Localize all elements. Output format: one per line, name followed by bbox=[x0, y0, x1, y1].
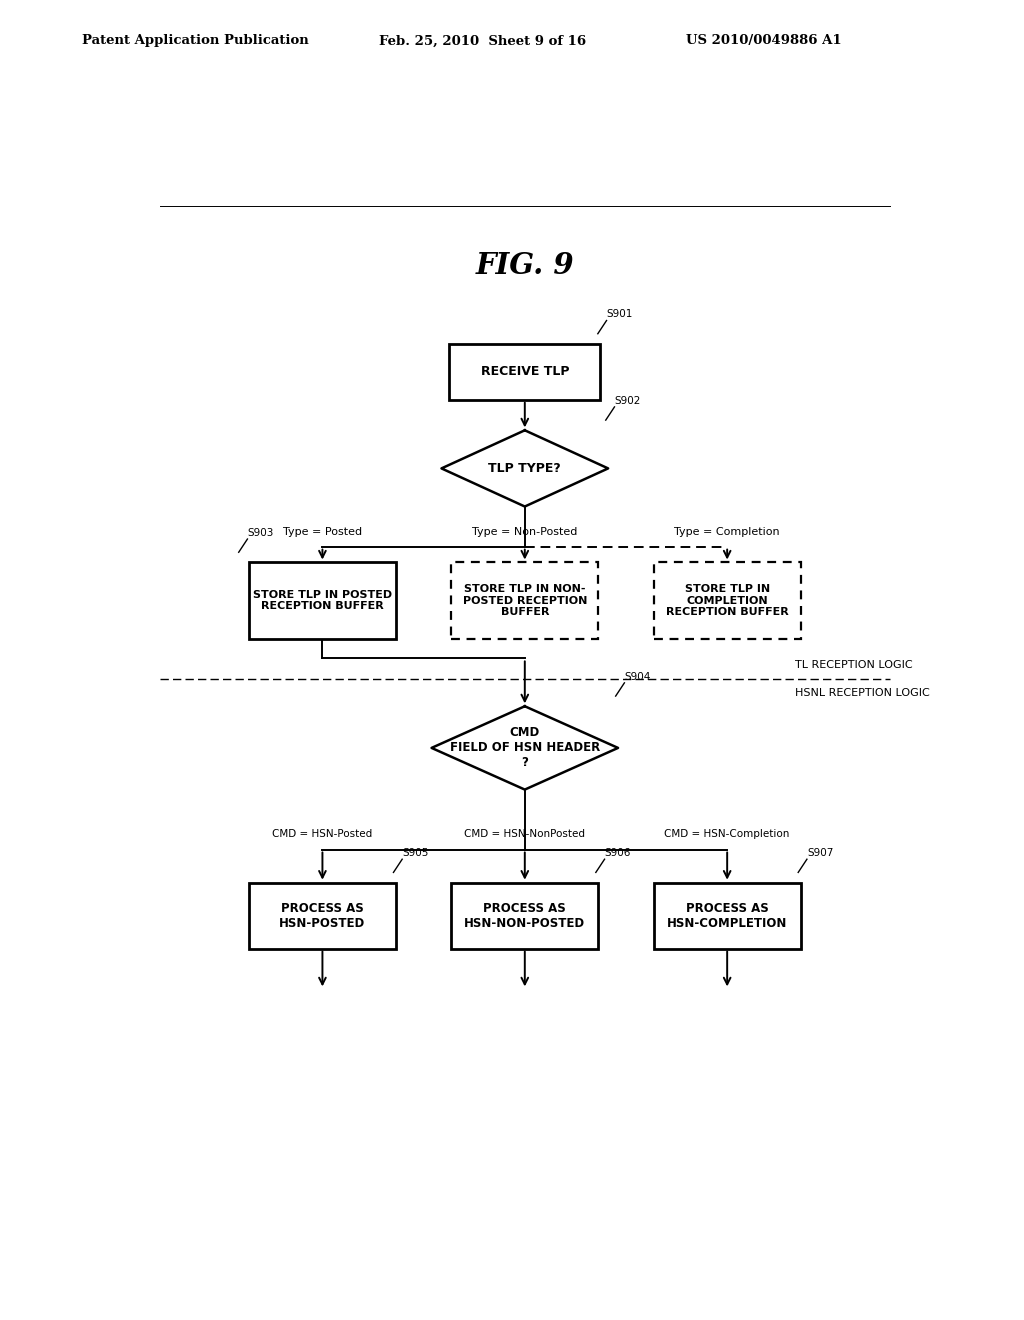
Text: RECEIVE TLP: RECEIVE TLP bbox=[480, 366, 569, 379]
Text: Feb. 25, 2010  Sheet 9 of 16: Feb. 25, 2010 Sheet 9 of 16 bbox=[379, 34, 586, 48]
Text: CMD
FIELD OF HSN HEADER
?: CMD FIELD OF HSN HEADER ? bbox=[450, 726, 600, 770]
Polygon shape bbox=[441, 430, 608, 507]
Text: Patent Application Publication: Patent Application Publication bbox=[82, 34, 308, 48]
Text: US 2010/0049886 A1: US 2010/0049886 A1 bbox=[686, 34, 842, 48]
Text: S901: S901 bbox=[606, 309, 633, 319]
Text: CMD = HSN-Posted: CMD = HSN-Posted bbox=[272, 829, 373, 840]
Text: STORE TLP IN NON-
POSTED RECEPTION
BUFFER: STORE TLP IN NON- POSTED RECEPTION BUFFE… bbox=[463, 583, 587, 618]
Text: S906: S906 bbox=[604, 849, 631, 858]
Text: Type = Completion: Type = Completion bbox=[675, 527, 780, 536]
Text: HSNL RECEPTION LOGIC: HSNL RECEPTION LOGIC bbox=[795, 688, 930, 698]
Text: STORE TLP IN
COMPLETION
RECEPTION BUFFER: STORE TLP IN COMPLETION RECEPTION BUFFER bbox=[666, 583, 788, 618]
Text: S907: S907 bbox=[807, 849, 834, 858]
Text: Type = Non-Posted: Type = Non-Posted bbox=[472, 527, 578, 536]
Bar bbox=[653, 883, 801, 949]
Text: PROCESS AS
HSN-NON-POSTED: PROCESS AS HSN-NON-POSTED bbox=[464, 902, 586, 929]
Text: Type = Posted: Type = Posted bbox=[283, 527, 362, 536]
Text: CMD = HSN-Completion: CMD = HSN-Completion bbox=[665, 829, 790, 840]
Bar bbox=[452, 883, 598, 949]
Text: STORE TLP IN POSTED
RECEPTION BUFFER: STORE TLP IN POSTED RECEPTION BUFFER bbox=[253, 590, 392, 611]
Bar bbox=[249, 883, 396, 949]
Bar bbox=[450, 345, 600, 400]
Text: CMD = HSN-NonPosted: CMD = HSN-NonPosted bbox=[464, 829, 586, 840]
Bar bbox=[452, 562, 598, 639]
Text: S902: S902 bbox=[614, 396, 641, 405]
Bar bbox=[653, 562, 801, 639]
Text: S905: S905 bbox=[402, 849, 429, 858]
Text: FIG. 9: FIG. 9 bbox=[475, 251, 574, 280]
Bar bbox=[249, 562, 396, 639]
Polygon shape bbox=[431, 706, 618, 789]
Text: S904: S904 bbox=[625, 672, 651, 682]
Text: PROCESS AS
HSN-POSTED: PROCESS AS HSN-POSTED bbox=[280, 902, 366, 929]
Text: TLP TYPE?: TLP TYPE? bbox=[488, 462, 561, 475]
Text: S903: S903 bbox=[248, 528, 273, 539]
Text: TL RECEPTION LOGIC: TL RECEPTION LOGIC bbox=[795, 660, 912, 669]
Text: PROCESS AS
HSN-COMPLETION: PROCESS AS HSN-COMPLETION bbox=[667, 902, 787, 929]
